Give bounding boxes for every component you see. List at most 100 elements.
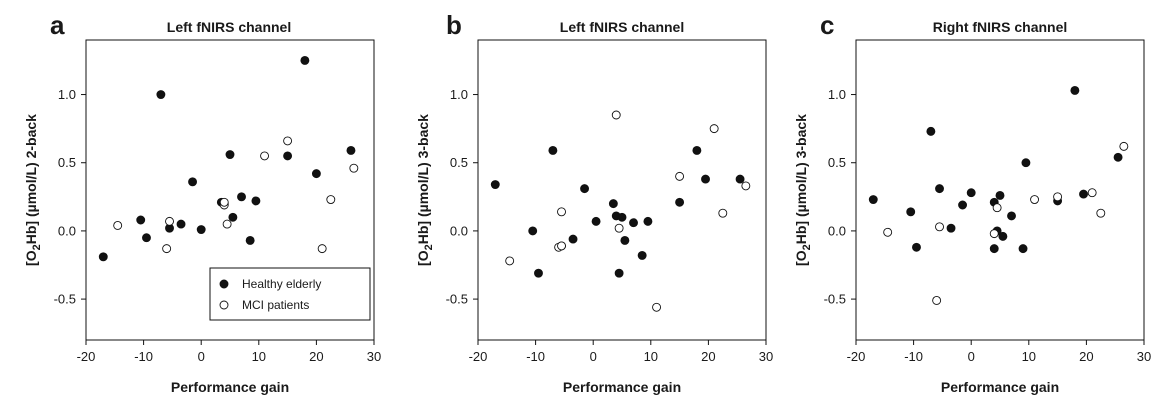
data-point-healthy — [245, 236, 255, 245]
y-axis-label-part: [O — [23, 250, 39, 266]
data-point-mci — [1053, 192, 1063, 202]
x-tick-label: 0 — [590, 349, 597, 364]
y-tick-label: 0.0 — [58, 223, 76, 238]
data-point-mci — [349, 163, 359, 173]
data-point-healthy — [568, 234, 578, 244]
legend-box — [209, 267, 371, 321]
data-point-mci — [505, 256, 515, 266]
panel-letter: c — [820, 10, 834, 40]
x-tick-label: 0 — [968, 349, 975, 364]
data-point-healthy — [251, 196, 261, 206]
data-point-healthy — [534, 268, 543, 278]
data-point-healthy — [228, 212, 238, 222]
data-point-mci — [883, 227, 893, 237]
x-tick-label: 10 — [1022, 349, 1036, 364]
data-point-healthy — [1070, 86, 1080, 95]
data-point-mci — [557, 241, 566, 251]
data-point-healthy — [591, 216, 601, 226]
data-point-healthy — [912, 242, 921, 252]
y-axis-label: [O2Hb] (µmol/L) 3-back — [793, 114, 813, 266]
x-tick-label: -20 — [469, 349, 488, 364]
legend-label: MCI patients — [242, 298, 309, 312]
panel-a: a Left fNIRS channel -20 -10 0 10 20 30 -0.5 0.0 0… — [23, 10, 381, 395]
data-point-healthy — [868, 195, 878, 204]
x-tick-label: -10 — [904, 349, 923, 364]
x-tick-label: 20 — [701, 349, 715, 364]
y-axis-label-part: Hb] (µmol/L) 2-back — [23, 114, 39, 244]
y-axis-label-part: Hb] (µmol/L) 3-back — [793, 114, 809, 244]
data-point-healthy — [225, 150, 235, 159]
x-tick-label: 30 — [759, 349, 773, 364]
data-point-healthy — [958, 200, 968, 210]
legend-marker-healthy — [219, 279, 229, 289]
data-point-healthy — [692, 146, 702, 155]
data-point-healthy — [998, 231, 1008, 241]
data-point-healthy — [136, 215, 146, 225]
data-point-mci — [709, 124, 719, 134]
data-point-mci — [611, 110, 621, 120]
y-axis-label: [O2Hb] (µmol/L) 2-back — [23, 114, 43, 266]
data-point-mci — [113, 221, 123, 230]
x-axis-label: Performance gain — [563, 379, 681, 395]
data-point-mci — [222, 219, 232, 229]
data-point-healthy — [1113, 152, 1123, 162]
y-axis-label-subscript: 2 — [801, 244, 813, 250]
y-tick-label: 0.5 — [450, 155, 468, 170]
data-point-mci — [932, 296, 942, 305]
data-point-healthy — [629, 218, 638, 228]
data-point-healthy — [1079, 189, 1088, 199]
data-point-healthy — [1021, 158, 1031, 168]
legend-marker-mci — [219, 300, 229, 310]
y-tick-label: 1.0 — [450, 87, 468, 102]
x-tick-label: 20 — [1079, 349, 1093, 364]
data-point-healthy — [142, 233, 151, 243]
data-point-healthy — [346, 146, 356, 155]
x-axis-label: Performance gain — [941, 379, 1059, 395]
x-tick-label: 10 — [252, 349, 266, 364]
data-point-healthy — [617, 212, 627, 222]
y-axis-label-part: [O — [415, 250, 431, 266]
x-tick-label: -10 — [134, 349, 153, 364]
chart-title: Right fNIRS channel — [933, 19, 1068, 35]
y-tick-label: 1.0 — [58, 87, 76, 102]
data-point-healthy — [98, 252, 108, 262]
data-point-mci — [718, 208, 728, 218]
data-point-mci — [283, 136, 293, 146]
y-axis-label-part: [O — [793, 250, 809, 266]
data-point-healthy — [701, 174, 710, 184]
data-point-healthy — [237, 192, 246, 202]
data-point-healthy — [1018, 244, 1028, 254]
y-axis-label: [O2Hb] (µmol/L) 3-back — [415, 114, 435, 266]
data-point-healthy — [176, 219, 186, 229]
panel-b: b Left fNIRS channel -20 -10 0 10 20 30 -0.5 0.0 0… — [415, 10, 773, 395]
data-point-healthy — [196, 225, 206, 234]
x-tick-label: -10 — [526, 349, 545, 364]
data-point-mci — [1087, 188, 1097, 198]
x-tick-label: 0 — [198, 349, 205, 364]
data-point-healthy — [490, 180, 500, 189]
data-point-healthy — [946, 223, 956, 233]
data-point-mci — [165, 216, 174, 226]
y-tick-label: 0.5 — [58, 155, 76, 170]
data-point-mci — [989, 229, 999, 239]
data-point-mci — [326, 195, 336, 204]
data-point-healthy — [614, 268, 624, 278]
legend: Healthy elderly MCI patients — [209, 267, 371, 321]
y-tick-label: 0.5 — [828, 155, 846, 170]
y-tick-label: 0.0 — [450, 223, 468, 238]
data-point-healthy — [156, 90, 166, 99]
data-point-healthy — [989, 244, 999, 254]
data-point-mci — [317, 244, 327, 254]
data-point-healthy — [966, 188, 976, 198]
y-axis-label-subscript: 2 — [423, 244, 435, 250]
data-point-healthy — [608, 199, 618, 209]
data-point-healthy — [188, 177, 198, 187]
data-point-mci — [162, 244, 172, 254]
data-point-mci — [992, 203, 1002, 213]
data-point-healthy — [735, 174, 745, 184]
data-point-healthy — [311, 169, 321, 179]
chart-title: Left fNIRS channel — [167, 19, 291, 35]
data-point-mci — [935, 222, 944, 232]
y-axis-label-part: Hb] (µmol/L) 3-back — [415, 114, 431, 244]
